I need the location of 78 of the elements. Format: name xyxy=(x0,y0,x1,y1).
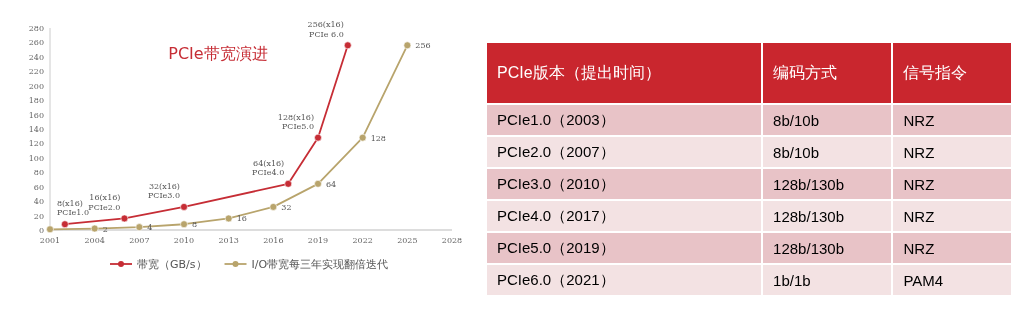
y-tick-label: 60 xyxy=(33,182,44,192)
point xyxy=(120,214,129,223)
point xyxy=(224,214,233,223)
text: NRZ xyxy=(903,175,935,193)
y-tick-label: 20 xyxy=(33,211,44,221)
y-tick-label: 40 xyxy=(33,197,44,207)
text: NRZ xyxy=(903,239,935,257)
data-label: 8(x16) PCIe1.0 xyxy=(56,199,90,218)
y-tick-label: 200 xyxy=(28,81,44,91)
x-tick-label: 2010 xyxy=(173,236,195,245)
y-tick-label: 80 xyxy=(33,168,44,178)
y-tick-label: 160 xyxy=(28,110,44,120)
y-tick-label: 180 xyxy=(28,96,44,106)
text: 1b/1b xyxy=(773,271,811,289)
point xyxy=(343,41,352,50)
point xyxy=(269,203,278,211)
y-tick-label: 120 xyxy=(28,139,44,149)
x-tick-label: 2019 xyxy=(307,236,329,245)
point xyxy=(61,220,69,229)
x-tick-label: 2004 xyxy=(84,236,105,245)
data-label: 32 xyxy=(281,202,292,212)
y-tick-label: 100 xyxy=(28,153,44,163)
text: NRZ xyxy=(903,111,935,129)
y-tick-label: 240 xyxy=(28,52,44,62)
data-label: 32(x16) PCIe3.0 xyxy=(147,181,180,201)
point xyxy=(46,225,54,234)
text: PCIe5.0（2019） xyxy=(497,238,615,256)
text: 128b/130b xyxy=(773,175,844,193)
data-label: 64 xyxy=(326,179,337,189)
text: 128b/130b xyxy=(773,207,844,225)
y-tick-label: 0 xyxy=(38,226,44,235)
y-tick-label: 140 xyxy=(28,125,44,134)
x-tick-label: 2007 xyxy=(129,236,150,245)
data-label: 128 xyxy=(370,133,386,143)
text: PCIe4.0（2017） xyxy=(497,206,615,224)
text: NRZ xyxy=(903,207,935,225)
data-label: 2 xyxy=(102,224,108,234)
point xyxy=(90,224,99,233)
x-tick-label: 2022 xyxy=(352,236,373,245)
point xyxy=(314,180,322,188)
point xyxy=(403,41,412,50)
legend-label: 带宽（GB/s） xyxy=(137,258,207,271)
data-label: 128(x16) PCIe5.0 xyxy=(277,112,314,131)
y-tick-label: 260 xyxy=(28,38,44,48)
data-label: 16(x16) PCIe2.0 xyxy=(88,193,121,212)
text: NRZ xyxy=(903,143,935,161)
point xyxy=(180,203,188,211)
legend-label: I/O带宽每三年实现翻倍迭代 xyxy=(251,258,389,271)
data-label: 64(x16) PCIe4.0 xyxy=(252,158,285,178)
y-tick-label: 280 xyxy=(28,24,44,33)
point xyxy=(314,133,322,142)
point xyxy=(284,180,293,188)
text: PCIe带宽演进 xyxy=(168,44,268,63)
category-label: 信号指令 xyxy=(893,43,1013,103)
point xyxy=(180,220,188,229)
text: PCIe3.0（2010） xyxy=(497,174,615,192)
text: PCIe6.0（2021） xyxy=(497,270,615,288)
data-label: 16 xyxy=(236,214,247,224)
x-tick-label: 2013 xyxy=(218,236,239,245)
y-tick-label: 220 xyxy=(28,67,44,77)
x-tick-label: 2001 xyxy=(39,236,61,245)
data-label: 8 xyxy=(192,220,198,230)
point xyxy=(135,223,144,231)
text: PAM4 xyxy=(903,271,944,289)
data-label: 4 xyxy=(147,223,153,233)
data-label: 256(x16) PCIe 6.0 xyxy=(307,20,344,39)
x-tick-label: 2025 xyxy=(397,236,418,245)
category-label: 编码方式 xyxy=(763,43,894,103)
text: PCIe1.0（2003） xyxy=(497,110,615,128)
text: 8b/10b xyxy=(773,143,819,161)
text: 8b/10b xyxy=(773,111,819,129)
x-tick-label: 2028 xyxy=(441,236,463,245)
category-label: PCIe版本（提出时间） xyxy=(487,43,764,103)
text: 128b/130b xyxy=(773,239,844,257)
text: PCIe2.0（2007） xyxy=(497,142,615,160)
point xyxy=(358,133,367,142)
data-label: 256 xyxy=(415,41,431,51)
x-tick-label: 2016 xyxy=(263,236,284,245)
